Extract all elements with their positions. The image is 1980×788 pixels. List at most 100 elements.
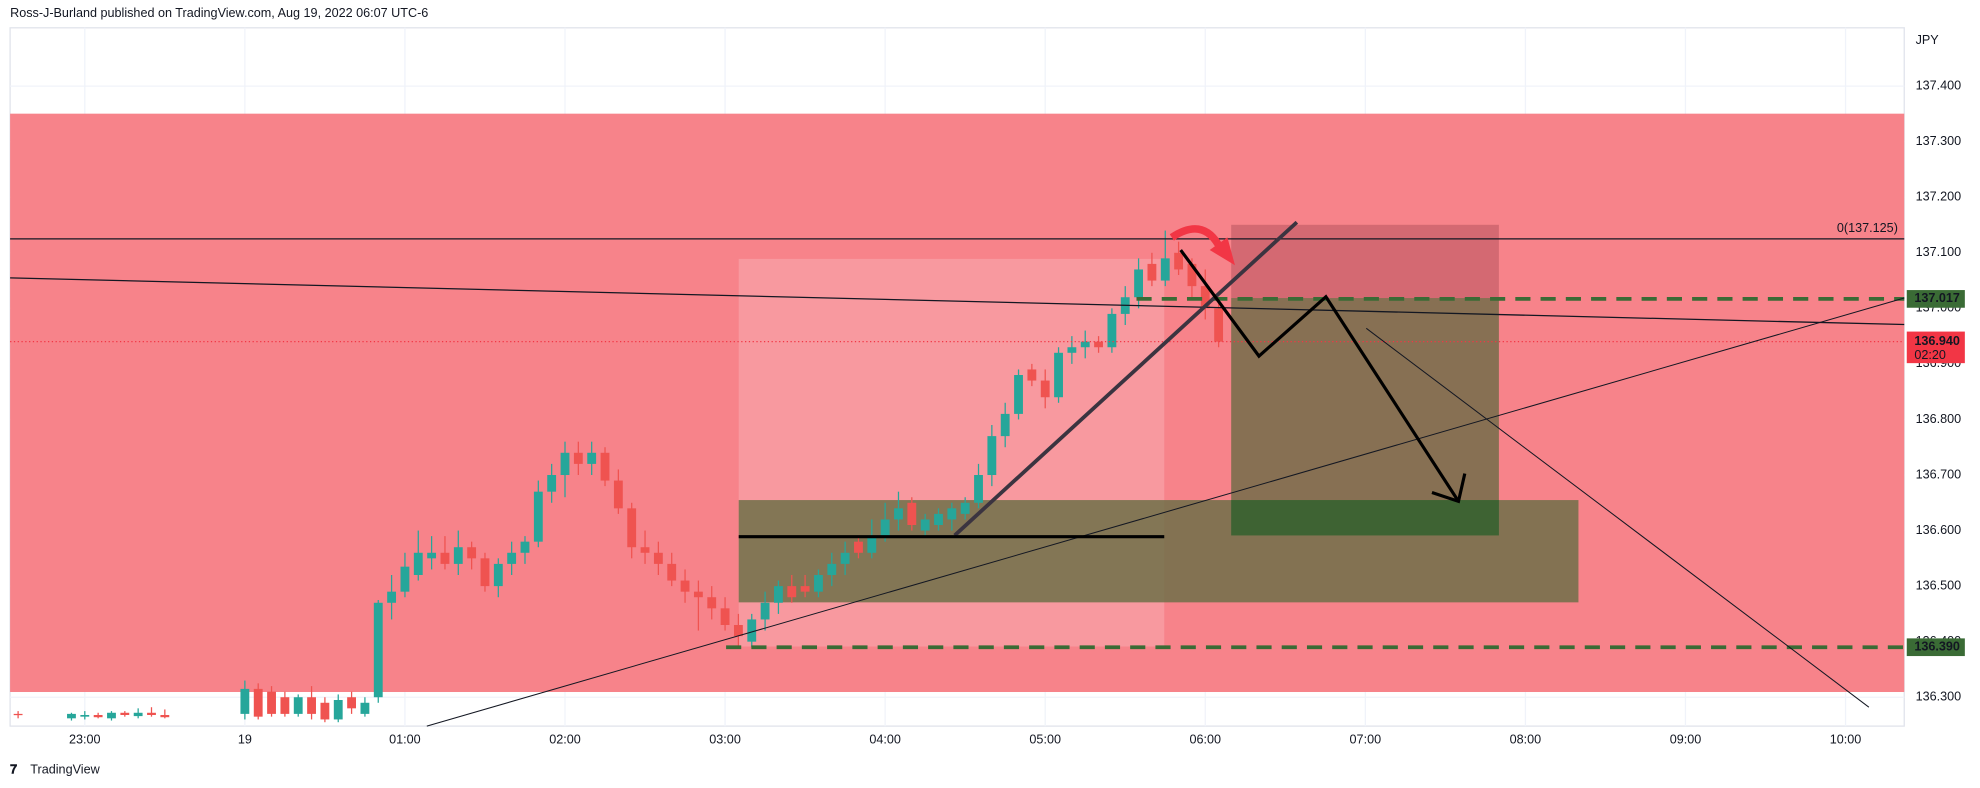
y-tick-label: 136.500: [1916, 578, 1962, 592]
price-label: 137.017: [1914, 291, 1960, 305]
x-tick-label: 19: [238, 732, 252, 746]
candle-body: [533, 491, 543, 542]
candle-body: [1014, 375, 1023, 414]
candle-body: [480, 558, 490, 587]
currency: JPY: [1916, 33, 1940, 47]
footer: TradingView: [30, 763, 100, 777]
x-tick-label: 04:00: [869, 732, 901, 746]
x-tick-label: 07:00: [1350, 732, 1382, 746]
candle-body: [160, 714, 170, 718]
candle-body: [440, 552, 450, 564]
candle-body: [800, 586, 810, 592]
candle-body: [333, 699, 343, 720]
candle-body: [613, 480, 623, 509]
candle-body: [373, 602, 383, 698]
stop-box: [1231, 224, 1499, 299]
candle-body: [974, 475, 983, 503]
candle-body: [1040, 380, 1050, 398]
candles: [13, 230, 1224, 723]
candle-body: [1187, 263, 1197, 287]
candle-body: [680, 580, 690, 592]
candle-body: [560, 452, 570, 476]
candle-body: [587, 452, 597, 464]
candle-body: [787, 586, 797, 598]
last-price-label: 136.940: [1914, 334, 1960, 348]
candle-body: [507, 552, 517, 564]
x-tick-label: 05:00: [1029, 732, 1061, 746]
candle-body: [400, 566, 410, 592]
candle-body: [1134, 269, 1143, 298]
candle-body: [960, 502, 970, 514]
candle-body: [1107, 313, 1117, 348]
candle-body: [760, 602, 770, 620]
path-arrow: [1179, 249, 1460, 503]
trend-line: [10, 277, 1905, 326]
candle-body: [320, 702, 330, 720]
candle-body: [1054, 352, 1063, 398]
candle-body: [1027, 369, 1037, 381]
x-tick-label: 09:00: [1670, 732, 1702, 746]
candle-body: [520, 541, 530, 553]
candle-body: [67, 713, 76, 719]
target-overlap: [1231, 500, 1499, 536]
y-tick-label: 136.700: [1916, 467, 1962, 481]
y-tick-label: 137.300: [1916, 134, 1962, 148]
last-price-box: [1906, 331, 1965, 364]
fib-label: 0(137.125): [1837, 221, 1898, 235]
candle-body: [453, 547, 463, 564]
candle-body: [854, 541, 863, 553]
candle-body: [253, 688, 263, 717]
candle-body: [1094, 341, 1103, 348]
candle-body: [573, 452, 583, 464]
candle-body: [133, 712, 143, 717]
y-tick-label: 137.200: [1916, 190, 1962, 204]
candle-body: [1147, 263, 1157, 281]
candle-body: [987, 436, 997, 476]
candle-body: [920, 519, 930, 531]
candle-body: [774, 586, 783, 603]
axis-labels: 136.300136.400136.500136.600136.700136.8…: [69, 78, 1965, 746]
candle-body: [107, 712, 116, 719]
candle-body: [147, 712, 156, 715]
candle-body: [93, 714, 103, 718]
price-label-box: [1906, 638, 1965, 657]
y-tick-label: 136.800: [1916, 412, 1962, 426]
trend-line: [426, 297, 1905, 727]
header: Ross-J-Burland published on TradingView.…: [10, 6, 428, 20]
candle-body: [427, 552, 437, 559]
candle-body: [667, 563, 677, 581]
candle-body: [867, 536, 877, 553]
candle-body: [1080, 341, 1090, 348]
y-tick-label: 137.400: [1916, 78, 1962, 92]
x-tick-label: 10:00: [1830, 732, 1862, 746]
candle-body: [13, 713, 23, 716]
candle-body: [747, 619, 757, 642]
candle-body: [293, 697, 303, 714]
trend-line: [953, 220, 1299, 537]
price-label: 136.390: [1914, 640, 1960, 654]
candle-body: [653, 552, 663, 564]
countdown-label: 02:20: [1914, 348, 1946, 362]
candle-body: [387, 591, 397, 603]
candle-body: [934, 513, 943, 526]
curved-arrow-head: [1209, 237, 1235, 266]
candle-body: [720, 608, 730, 625]
overlay: 0(137.125): [10, 221, 1905, 650]
x-tick-label: 23:00: [69, 732, 101, 746]
candle-body: [894, 508, 903, 520]
candle-body: [1067, 347, 1077, 353]
logo-mark: 𝟕: [10, 763, 18, 777]
candle-body: [814, 574, 823, 592]
x-tick-label: 01:00: [389, 732, 421, 746]
y-tick-label: 136.300: [1916, 690, 1962, 704]
candle-body: [600, 452, 610, 481]
candle-body: [640, 547, 650, 553]
candle-body: [493, 563, 503, 587]
y-tick-label: 136.600: [1916, 523, 1962, 537]
x-tick-label: 03:00: [709, 732, 741, 746]
candle-body: [693, 591, 703, 598]
logo: 𝟕 TradingView: [10, 763, 100, 777]
candle-body: [360, 702, 370, 714]
candle-body: [267, 691, 276, 714]
